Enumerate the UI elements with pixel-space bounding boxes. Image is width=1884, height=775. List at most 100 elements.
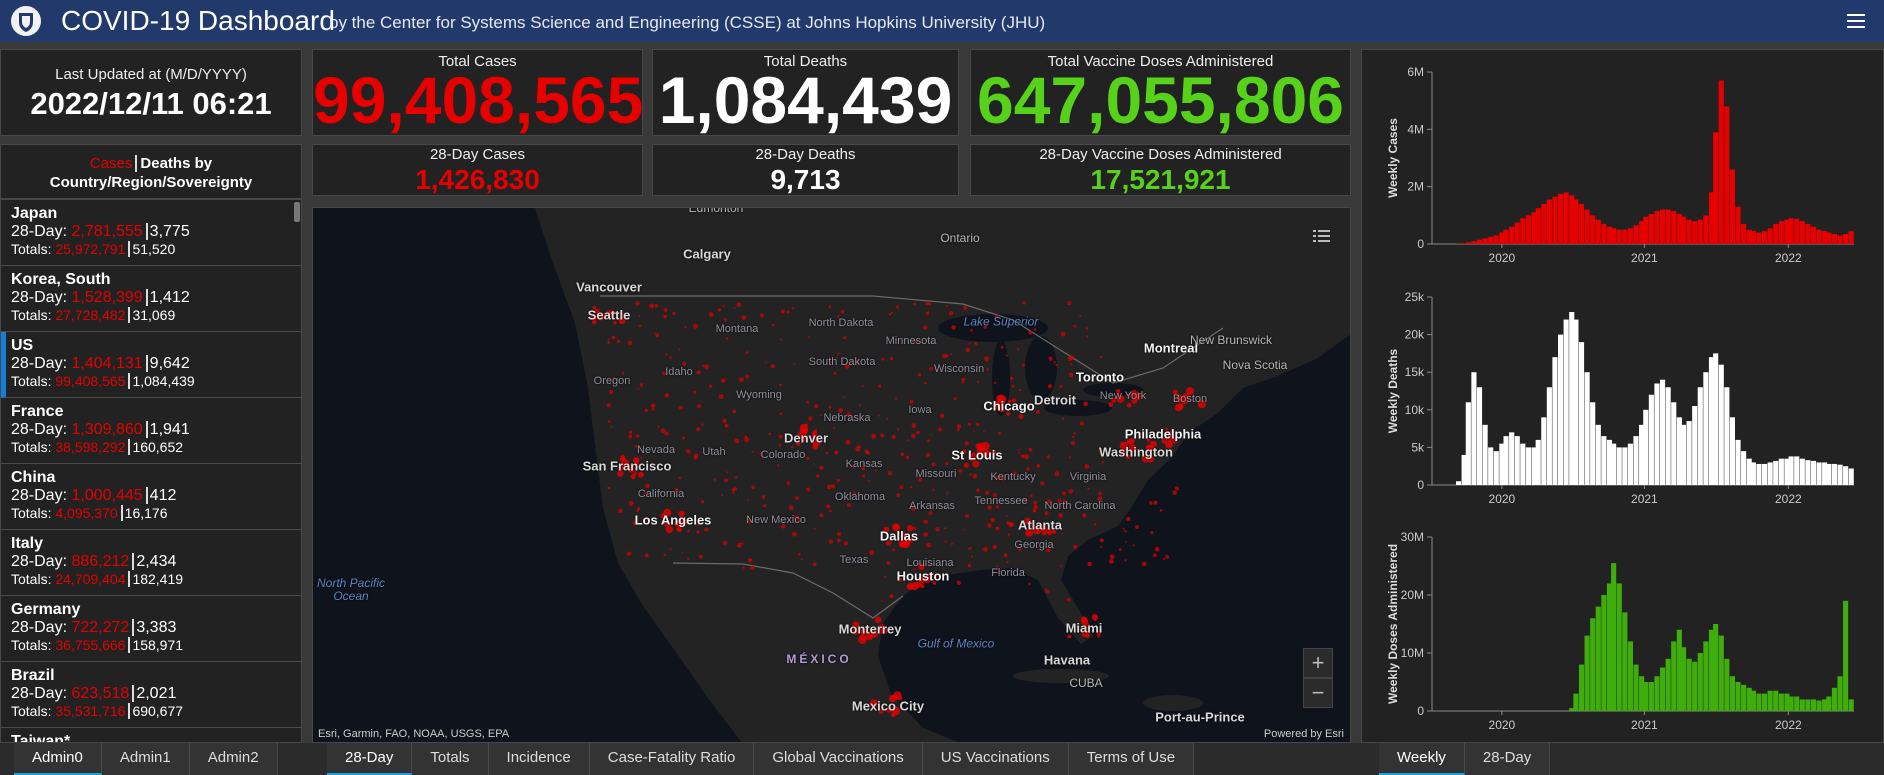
map-label: Dallas [879,528,919,544]
map-dot [1044,397,1048,400]
map-dot [676,519,684,527]
map-label: Port-au-Prince [1155,709,1245,725]
map-dot [1159,509,1163,512]
tab[interactable]: Totals [412,743,489,775]
map-label: North Carolina [1044,500,1116,512]
map-dot [653,332,656,334]
tab[interactable]: Admin2 [190,743,278,775]
line-label: Totals: [11,307,52,323]
map-dot [637,471,644,478]
map-label: Nebraska [823,412,871,424]
map-dot [880,433,885,438]
country-list-title: Cases Deaths by Country/Region/Sovereignt… [0,144,302,199]
map-dot [814,404,819,409]
tab[interactable]: Case-Fatality Ratio [590,743,755,775]
map-dot [828,539,834,544]
map-dot [963,528,965,531]
map-dot [820,414,823,416]
map-dot [971,555,973,558]
map-dot [742,566,745,569]
map-dot [644,408,648,413]
map-dot [990,517,995,523]
map-dot [819,465,824,470]
stat-value: 1,426,830 [415,164,540,195]
map-dot [944,354,949,358]
map-dot [1023,498,1028,503]
cases-value: 1,404,131 [71,355,143,372]
map-dot [945,462,949,466]
map-dot [974,342,978,346]
map-label: South Dakota [808,356,876,368]
map-dot [684,326,687,329]
map-label: Mexico City [851,698,925,714]
map-label: Boston [1172,393,1208,405]
map-dot [722,418,727,423]
cases-value: 2,781,555 [71,223,143,240]
map-dot [613,321,617,325]
map-dot [962,449,967,454]
country-item[interactable]: Korea, South 28-Day: 1,528,399 1,412 Totals… [1,266,301,332]
map-dot [951,325,956,330]
map-dot [665,353,668,356]
map-dot [1073,544,1078,549]
tab[interactable]: Admin0 [14,743,102,775]
tab[interactable]: US Vaccinations [923,743,1069,775]
map-dot [696,427,701,432]
country-name: Italy [11,535,44,552]
map-dot [1124,530,1127,533]
line-label: 28-Day: [11,355,68,372]
country-item[interactable]: Italy 28-Day: 886,212 2,434 Totals: 24,709,… [1,530,301,596]
map-dot [895,397,897,400]
menu-button[interactable] [1845,11,1867,31]
tab[interactable]: 28-Day [327,743,413,775]
tab[interactable]: Admin1 [102,743,190,775]
tab[interactable]: 28-Day [1465,743,1551,775]
map-dot [983,546,988,552]
map-dot [920,583,925,589]
country-item[interactable]: Taiwan* [1,728,301,742]
map-dot [998,398,1003,404]
map-dot [858,635,867,644]
country-item[interactable]: Brazil 28-Day: 623,518 2,021 Totals: 35,531… [1,662,301,728]
zoom-out[interactable]: − [1303,678,1333,708]
map-dot [1186,387,1195,396]
map-dot [970,329,973,332]
country-item[interactable]: China 28-Day: 1,000,445 412 Totals: 4,095,3… [1,464,301,530]
map-label: Toronto [1075,369,1125,385]
country-item[interactable]: France 28-Day: 1,309,860 1,941 Totals: 38,5… [1,398,301,464]
map-dot [837,352,840,355]
scrollbar[interactable] [294,202,300,222]
map-dot [1062,499,1067,504]
map[interactable]: + − Esri, Garmin, FAO, NOAA, USGS, EPA P… [312,207,1351,743]
map-dot [850,359,853,362]
tab[interactable]: Terms of Use [1069,743,1195,775]
map-dot [888,471,893,476]
charts-panel [1361,49,1884,743]
tab[interactable]: Global Vaccinations [754,743,923,775]
country-list[interactable]: Japan 28-Day: 2,781,555 3,775 Totals: 25,97… [0,199,302,743]
map-dot [843,541,849,546]
map-dot [913,568,916,571]
map-dot [902,532,907,538]
map-dot [965,514,969,518]
cases-value: 36,755,666 [55,637,126,653]
legend-button[interactable] [1313,228,1331,244]
country-item[interactable]: US 28-Day: 1,404,131 9,642 Totals: 99,408,5… [1,332,301,398]
zoom-in[interactable]: + [1303,648,1333,678]
map-dot [1028,330,1033,335]
map-dot [1036,410,1040,414]
map-dot [594,308,600,314]
tab[interactable]: Incidence [489,743,590,775]
map-label: Minnesota [885,335,937,347]
map-dot [1044,511,1049,516]
country-line: Totals: 36,755,666 158,971 [11,637,301,654]
country-item[interactable]: Japan 28-Day: 2,781,555 3,775 Totals: 25,97… [1,200,301,266]
tab[interactable]: Weekly [1379,743,1465,775]
map-dot [835,356,838,359]
map-dot [983,430,985,433]
map-dot [1026,467,1030,471]
deaths-value: 3,383 [132,619,177,636]
map-dot [704,527,709,532]
map-dot [1067,634,1072,639]
country-item[interactable]: Germany 28-Day: 722,272 3,383 Totals: 36,75… [1,596,301,662]
